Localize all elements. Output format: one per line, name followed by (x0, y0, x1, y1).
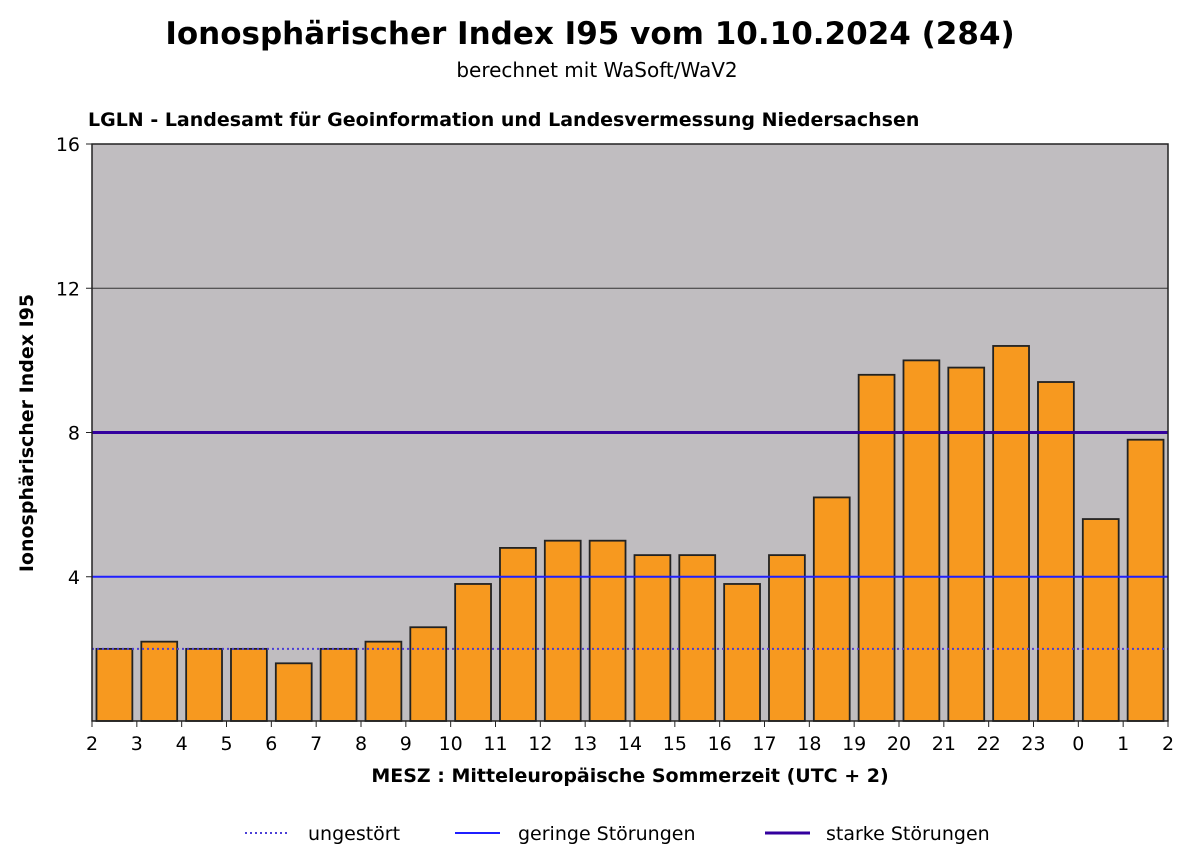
x-tick-label: 17 (752, 733, 776, 755)
chart-source: LGLN - Landesamt für Geoinformation und … (88, 109, 919, 131)
bar (230, 647, 268, 722)
x-tick-label: 4 (176, 733, 188, 755)
bar (633, 554, 672, 722)
bar (1081, 518, 1120, 722)
bar (185, 647, 223, 722)
legend: ungestört geringe Störungen starke Störung… (245, 823, 990, 845)
x-axis-label: MESZ : Mitteleuropäische Sommerzeit (UTC… (371, 765, 888, 787)
chart-title: Ionosphärischer Index I95 vom 10.10.2024… (165, 16, 1014, 52)
x-tick-label: 23 (1021, 733, 1045, 755)
x-tick-label: 22 (977, 733, 1001, 755)
x-tick-label: 1 (1117, 733, 1129, 755)
bar (454, 583, 492, 722)
x-tick-label: 2 (86, 733, 98, 755)
bar (543, 539, 582, 722)
x-tick-label: 3 (131, 733, 143, 755)
y-tick-label: 12 (56, 278, 80, 300)
x-tick-label: 20 (887, 733, 911, 755)
bar (364, 640, 403, 722)
bar (902, 359, 941, 722)
bar (857, 373, 896, 722)
bar (768, 554, 806, 722)
x-tick-label: 0 (1072, 733, 1084, 755)
x-tick-label: 7 (310, 733, 322, 755)
x-tick-label: 13 (573, 733, 597, 755)
x-tick-label: 16 (708, 733, 732, 755)
x-tick-label: 15 (663, 733, 687, 755)
x-tick-label: 19 (842, 733, 866, 755)
x-tick-label: 21 (932, 733, 956, 755)
x-tick-label: 8 (355, 733, 367, 755)
x-tick-label: 6 (265, 733, 277, 755)
legend-label: ungestört (308, 823, 400, 845)
y-tick-label: 8 (68, 423, 80, 445)
x-tick-label: 12 (528, 733, 552, 755)
bar (588, 539, 627, 722)
bar (812, 496, 851, 722)
y-axis-label: Ionosphärischer Index I95 (16, 294, 38, 572)
x-tick-label: 9 (400, 733, 412, 755)
x-tick-label: 10 (439, 733, 463, 755)
y-tick-label: 16 (56, 134, 80, 156)
bar (947, 366, 986, 722)
legend-label: starke Störungen (826, 823, 990, 845)
legend-label: geringe Störungen (518, 823, 696, 845)
bar (95, 647, 134, 722)
bar (1126, 438, 1165, 722)
bar (499, 547, 537, 722)
bar (1037, 381, 1075, 722)
chart-subtitle: berechnet mit WaSoft/WaV2 (456, 58, 737, 82)
bar (409, 626, 448, 722)
bar (723, 583, 761, 722)
x-tick-label: 2 (1162, 733, 1174, 755)
bar (319, 647, 358, 722)
x-tick-label: 18 (797, 733, 821, 755)
x-tick-label: 5 (220, 733, 232, 755)
x-tick-label: 11 (483, 733, 507, 755)
y-tick-label: 4 (68, 567, 80, 589)
bar (678, 554, 717, 722)
bar (274, 662, 313, 722)
bar (140, 640, 179, 722)
bar (992, 345, 1030, 722)
x-tick-label: 14 (618, 733, 642, 755)
